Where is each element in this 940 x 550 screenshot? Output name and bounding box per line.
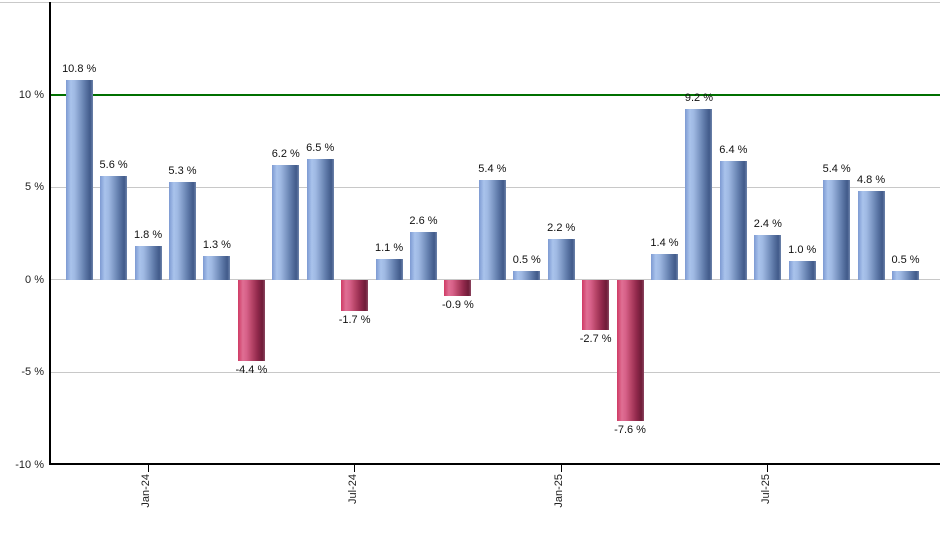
x-tick-label: Jan-24 <box>140 474 153 508</box>
bar-value-label: 0.5 % <box>891 253 920 266</box>
bar-value-label: 10.8 % <box>62 62 97 75</box>
bar-value-label: 0.5 % <box>512 253 541 266</box>
x-tick-mark <box>767 465 769 472</box>
bar-value-label: 2.6 % <box>409 214 438 227</box>
x-tick-label: Jul-24 <box>346 474 359 504</box>
bar <box>651 253 678 280</box>
bar <box>892 270 920 280</box>
bar <box>616 279 644 421</box>
x-tick-label: Jan-25 <box>553 474 566 508</box>
bar <box>375 259 403 280</box>
bar-value-label: -0.9 % <box>442 299 474 312</box>
y-gridline <box>51 279 940 281</box>
bar <box>547 239 575 280</box>
bar <box>788 261 816 280</box>
y-tick-label: 10 % <box>18 88 44 101</box>
bar-value-label: 5.3 % <box>168 164 197 177</box>
bar-value-label: 9.2 % <box>684 92 713 105</box>
y-tick-label: 0 % <box>25 273 44 286</box>
bar <box>582 279 610 330</box>
plot-top-border <box>0 2 940 3</box>
bar-value-label: 4.8 % <box>857 173 886 186</box>
bar <box>685 109 713 280</box>
bar <box>478 179 506 280</box>
bar-value-label: 2.4 % <box>753 218 782 231</box>
bar-value-label: 2.2 % <box>547 222 576 235</box>
y-tick-label: -5 % <box>21 366 44 379</box>
x-tick-mark <box>147 465 149 472</box>
bar <box>410 231 437 280</box>
bar-value-label: 6.2 % <box>271 147 300 160</box>
bar <box>513 270 541 280</box>
bar <box>857 190 885 280</box>
bar <box>203 255 231 280</box>
bar-value-label: 1.0 % <box>788 244 817 257</box>
y-axis-line <box>49 2 51 465</box>
bar-value-label: 5.4 % <box>478 162 507 175</box>
y-tick-label: 5 % <box>25 181 44 194</box>
bar-value-label: -7.6 % <box>614 423 646 436</box>
bar <box>237 279 265 362</box>
bar-value-label: 1.4 % <box>650 236 679 249</box>
x-tick-mark <box>354 465 356 472</box>
bar <box>134 246 162 280</box>
bar-value-label: 6.5 % <box>306 142 335 155</box>
bar <box>306 159 334 280</box>
bar <box>823 179 851 280</box>
bar <box>65 79 93 280</box>
bar-value-label: -1.7 % <box>338 314 371 327</box>
bar <box>272 164 300 280</box>
bar <box>444 279 472 297</box>
bar-value-label: 1.1 % <box>374 242 404 255</box>
y-tick-label: -10 % <box>15 459 44 471</box>
x-tick-mark <box>560 465 562 472</box>
bar-value-label: 1.8 % <box>133 229 163 242</box>
bar <box>341 279 369 312</box>
reference-line-10pct <box>51 93 940 96</box>
bar-value-label: 6.4 % <box>719 144 748 157</box>
x-axis-line <box>49 463 940 465</box>
x-tick-label: Jul-25 <box>759 474 772 504</box>
bar-value-label: -2.7 % <box>579 332 612 345</box>
bar-value-label: 5.6 % <box>99 159 128 172</box>
bar <box>719 161 747 280</box>
bar <box>754 235 782 280</box>
bar-value-label: 1.3 % <box>202 238 231 251</box>
bar-value-label: 5.4 % <box>822 162 851 175</box>
bar-value-label: -4.4 % <box>235 364 268 377</box>
bar <box>168 181 196 280</box>
bar <box>100 176 128 280</box>
y-gridline <box>51 371 940 373</box>
